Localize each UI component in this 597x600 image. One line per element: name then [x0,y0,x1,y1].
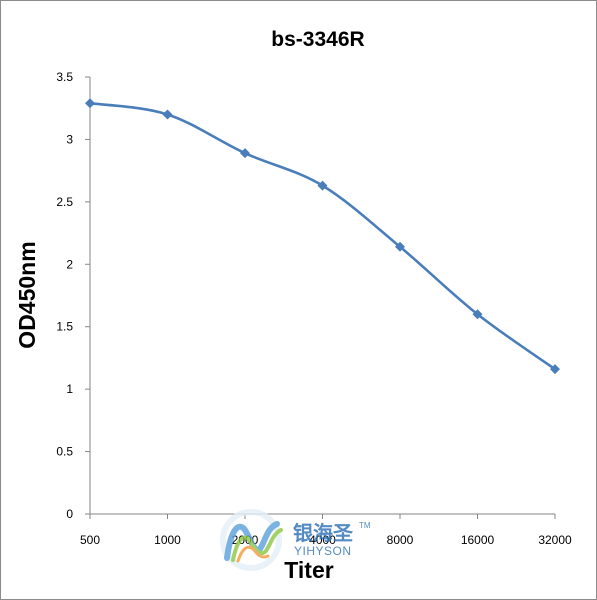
series-line [89,101,556,371]
x-tick-label: 32000 [538,533,572,547]
data-point-marker [550,364,560,375]
logo-mark-icon [220,509,283,571]
y-tick-label: 0.5 [56,445,73,459]
x-tick-label: 1000 [154,533,181,547]
series-group [85,98,560,375]
data-point-marker [317,180,328,191]
y-axis: 0 0.5 1 1.5 2 2.5 3 3.5 [56,70,90,521]
data-point-marker [240,148,250,159]
y-tick-label: 2.5 [56,195,73,209]
y-tick-label: 2 [66,257,73,271]
y-tick-label: 3 [66,132,73,146]
watermark-logo: 银海圣 TM YIHYSON [220,509,371,571]
chart-title: bs-3346R [271,28,364,51]
watermark-trademark: TM [359,521,371,530]
x-axis-title: Titer [284,557,333,583]
watermark-chinese: 银海圣 [293,521,354,545]
data-point-marker [395,241,405,252]
x-tick-label: 4000 [309,533,336,547]
x-tick-label: 16000 [461,533,495,547]
data-point-marker [162,109,173,120]
x-axis: 500 1000 2000 4000 8000 16000 32000 [80,514,572,547]
watermark-english: YIHYSON [294,544,352,558]
x-tick-label: 8000 [387,533,414,547]
x-tick-label: 500 [80,533,100,547]
data-point-marker [472,309,483,320]
y-axis-title: OD450nm [14,241,40,348]
data-point-marker [85,98,95,109]
y-tick-label: 0 [66,507,73,521]
y-tick-label: 3.5 [56,70,73,84]
y-tick-label: 1.5 [56,320,73,334]
y-tick-label: 1 [66,382,73,396]
